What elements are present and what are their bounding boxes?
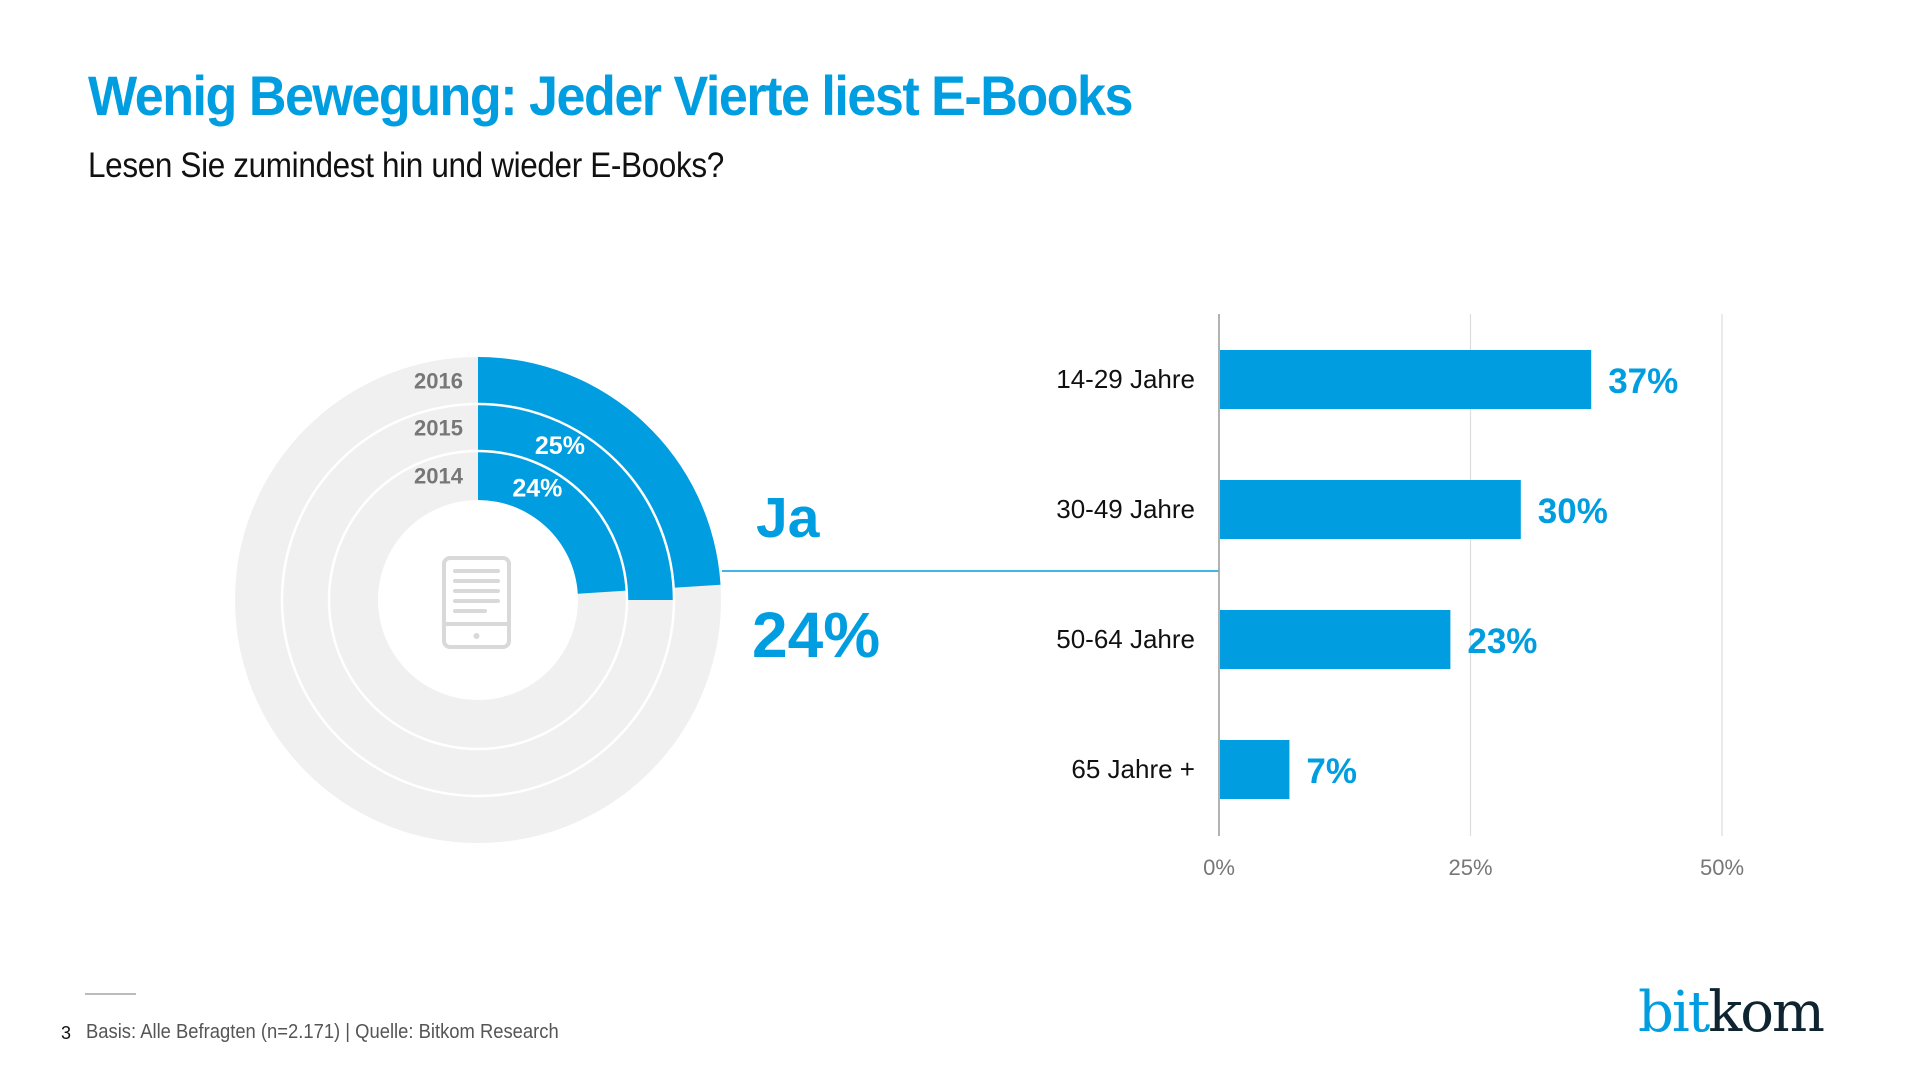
callout-category-label: Ja (756, 486, 821, 550)
bar (1220, 610, 1451, 669)
ring-arc-2014 (478, 451, 627, 594)
bar-value-label: 37% (1608, 362, 1678, 401)
ring-arc-2016 (478, 357, 721, 588)
logo-part-kom: kom (1708, 980, 1825, 1045)
bar-chart: 0% 25% 50% 14-29 Jahre 37% 30-49 Jahre 30% 50-6… (1056, 314, 1744, 880)
bar (1220, 350, 1592, 409)
page-number: 3 (61, 1023, 72, 1043)
x-tick-label: 25% (1448, 855, 1492, 880)
page-subtitle: Lesen Sie zumindest hin und wieder E-Boo… (88, 146, 724, 185)
ring-arc-2015 (478, 404, 674, 600)
donut-chart: 2014 2015 2016 24% 25% (235, 357, 721, 843)
category-label: 65 Jahre + (1071, 754, 1195, 784)
category-label: 30-49 Jahre (1056, 494, 1195, 524)
ring-separator (280, 402, 676, 798)
ring-year-label: 2016 (414, 369, 463, 394)
x-tick-label: 50% (1700, 855, 1744, 880)
bar (1220, 480, 1521, 539)
ring-year-label: 2015 (414, 416, 463, 441)
bar (1220, 740, 1290, 799)
logo-part-bit: bit (1638, 980, 1710, 1045)
source-note: Basis: Alle Befragten (n=2.171) | Quelle… (86, 1021, 559, 1043)
page-title: Wenig Bewegung: Jeder Vierte liest E-Boo… (88, 64, 1133, 127)
bitkom-logo: bitkom (1638, 985, 1825, 1041)
category-label: 50-64 Jahre (1056, 624, 1195, 654)
footer-divider (85, 993, 136, 995)
ring-value-label: 24% (512, 474, 562, 502)
ring-year-label: 2014 (414, 464, 464, 489)
bar-value-label: 23% (1467, 622, 1537, 661)
ring-separator (327, 449, 629, 751)
ebook-reader-icon (442, 556, 511, 649)
bar-value-label: 7% (1306, 752, 1357, 791)
category-label: 14-29 Jahre (1056, 364, 1195, 394)
ring-value-label: 25% (535, 432, 585, 460)
callout-value-label: 24% (752, 599, 880, 671)
bar-value-label: 30% (1538, 492, 1608, 531)
x-tick-label: 0% (1203, 855, 1235, 880)
